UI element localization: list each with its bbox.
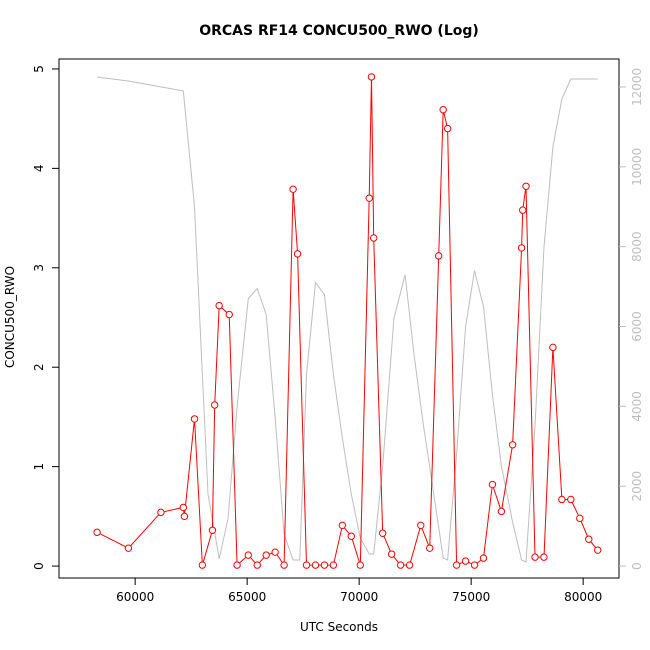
data-point <box>179 503 188 512</box>
data-point <box>215 301 223 310</box>
data-point <box>378 529 387 537</box>
data-point <box>262 551 270 559</box>
data-point <box>396 561 405 569</box>
data-point <box>531 553 539 561</box>
data-point <box>576 514 584 523</box>
data-point <box>180 512 189 521</box>
data-point <box>470 561 479 569</box>
data-point <box>594 546 602 554</box>
x-tick-label: 70000 <box>340 590 378 604</box>
chart-title: ORCAS RF14 CONCU500_RWO (Log) <box>199 23 479 39</box>
data-point <box>253 561 261 569</box>
x-axis-label: UTC Seconds <box>300 620 378 634</box>
data-point <box>540 553 548 561</box>
y-axis-ticks: 0 1 2 3 4 5 <box>32 65 59 570</box>
data-point <box>198 561 207 569</box>
y2-tick-label: 4000 <box>630 391 644 422</box>
data-point <box>461 557 470 565</box>
y2-tick-label: 2000 <box>630 471 644 502</box>
data-point <box>320 561 329 569</box>
data-point <box>479 554 488 562</box>
y2-tick-label: 6000 <box>630 311 644 342</box>
y2-tick-label: 10000 <box>630 148 644 186</box>
data-point <box>426 544 434 552</box>
y2-tick-label: 0 <box>630 562 644 570</box>
data-point <box>280 561 288 569</box>
data-point <box>405 561 414 569</box>
x-tick-label: 75000 <box>452 590 490 604</box>
data-point <box>347 532 356 540</box>
data-point <box>585 535 593 543</box>
x-tick-label: 65000 <box>228 590 266 604</box>
series-layer <box>93 73 602 569</box>
x-tick-label: 80000 <box>564 590 602 604</box>
data-point <box>210 401 219 409</box>
data-point <box>329 561 338 569</box>
y-tick-label: 1 <box>32 463 46 471</box>
y2-tick-label: 12000 <box>630 68 644 106</box>
data-point <box>93 528 101 536</box>
y-tick-label: 5 <box>32 65 46 73</box>
primary-series-line <box>96 76 599 567</box>
data-point <box>302 561 311 569</box>
y2-axis-ticks: 0 2000 4000 6000 8000 10000 12000 <box>619 68 644 570</box>
y-tick-label: 3 <box>32 264 46 272</box>
data-point <box>497 507 506 516</box>
data-point <box>558 495 566 504</box>
data-point <box>567 495 575 504</box>
data-point <box>439 106 447 114</box>
data-point <box>370 234 378 242</box>
y2-tick-label: 8000 <box>630 231 644 262</box>
data-point <box>190 415 199 423</box>
x-axis-ticks: 60000 65000 70000 75000 80000 <box>116 578 602 604</box>
data-point <box>452 561 461 569</box>
data-point <box>367 73 376 81</box>
data-point <box>434 252 443 260</box>
data-point <box>225 310 233 319</box>
data-point <box>387 550 396 558</box>
data-point <box>356 561 364 569</box>
data-point <box>338 521 347 530</box>
data-point <box>365 194 373 202</box>
plot-frame <box>58 58 620 579</box>
data-point <box>311 561 320 569</box>
y-tick-label: 4 <box>32 165 46 173</box>
data-point <box>124 544 133 552</box>
y-tick-label: 2 <box>32 363 46 371</box>
secondary-series-line <box>97 76 598 563</box>
data-point <box>549 343 557 352</box>
data-point <box>508 441 517 449</box>
data-point <box>208 526 217 534</box>
data-point <box>271 548 279 556</box>
data-point <box>522 182 530 190</box>
data-point <box>233 561 241 569</box>
data-point <box>518 206 527 214</box>
data-point <box>244 551 252 559</box>
x-tick-label: 60000 <box>116 590 154 604</box>
data-point <box>488 480 497 489</box>
data-point <box>443 124 452 133</box>
data-point <box>517 244 526 252</box>
data-point <box>417 521 425 530</box>
data-point <box>293 250 302 258</box>
y-axis-label: CONCU500_RWO <box>3 266 17 368</box>
data-point <box>157 508 165 517</box>
data-point <box>289 185 297 193</box>
y-tick-label: 0 <box>32 562 46 570</box>
